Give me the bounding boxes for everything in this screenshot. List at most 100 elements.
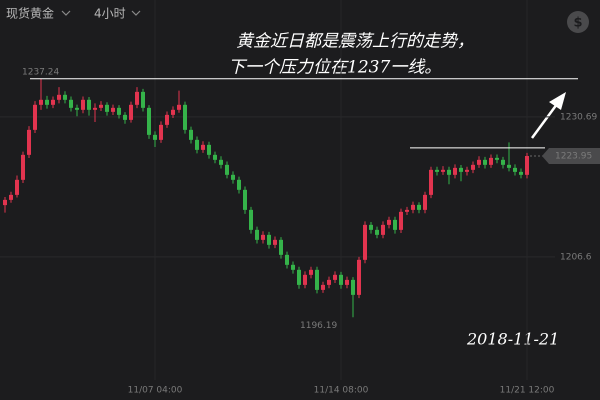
candle-body	[183, 104, 187, 130]
candle-body	[243, 189, 247, 210]
period[interactable]: 4小时	[94, 7, 126, 21]
candle-body	[39, 99, 43, 105]
candle-body	[171, 109, 175, 115]
candle-body	[387, 219, 391, 225]
candle-body	[369, 224, 373, 230]
candle-body	[429, 169, 433, 195]
candle-body	[297, 269, 301, 285]
symbol[interactable]: 现货黄金	[6, 6, 54, 21]
period-chevron[interactable]	[131, 10, 141, 16]
candle-body	[207, 144, 211, 155]
candle-body	[399, 211, 403, 230]
currency-symbol[interactable]: $	[573, 16, 582, 31]
candle-body	[189, 129, 193, 140]
min-label: 1196.19	[300, 321, 337, 331]
candle-body	[249, 209, 253, 230]
candle-body	[69, 99, 73, 108]
candle-body	[309, 269, 313, 275]
candle-body	[129, 104, 133, 120]
candle-body	[177, 104, 181, 110]
candle-body	[345, 279, 349, 285]
candle-body	[15, 179, 19, 195]
candle-body	[381, 224, 385, 235]
candle-body	[483, 159, 487, 165]
candle-body	[279, 239, 283, 255]
candle-body	[375, 229, 379, 235]
candle-body	[159, 124, 163, 140]
arrow	[530, 92, 566, 139]
candle-body	[63, 94, 67, 100]
candle-body	[75, 107, 79, 110]
candle-body	[465, 169, 469, 172]
candle-body	[123, 114, 127, 120]
candle-body	[81, 99, 85, 110]
y-tick-label: 1230.69	[560, 112, 597, 122]
candle-body	[255, 229, 259, 240]
candle-body	[519, 171, 523, 175]
candle-body	[285, 254, 289, 265]
candle-body	[405, 209, 409, 212]
candle-body	[417, 204, 421, 210]
candle-body	[303, 274, 307, 285]
candle-body	[411, 204, 415, 210]
candle-body	[93, 107, 97, 110]
candle-body	[321, 284, 325, 290]
candle-body	[165, 114, 169, 125]
candle-body	[333, 274, 337, 280]
candle-body	[219, 159, 223, 165]
candle-body	[471, 164, 475, 170]
candle-body	[339, 274, 343, 285]
y-tick-label: 1206.6	[560, 252, 592, 262]
date-annotation: 2018-11-21	[466, 330, 559, 349]
candle-body	[33, 104, 37, 130]
candle-body	[507, 164, 511, 168]
candle-body	[315, 269, 319, 290]
x-tick-label: 11/21 12:00	[500, 386, 555, 396]
candle-body	[459, 167, 463, 172]
candle-body	[105, 104, 109, 112]
candle-body	[3, 199, 7, 206]
candle-body	[447, 169, 451, 175]
last-price-tag	[542, 148, 600, 165]
candle-body	[111, 107, 115, 112]
candle-body	[135, 91, 139, 105]
candle-body	[237, 179, 241, 190]
candle-body	[525, 156, 529, 175]
candle-body	[147, 107, 151, 135]
candle-body	[195, 139, 199, 150]
candle-body	[231, 174, 235, 180]
candle-body	[57, 94, 61, 100]
candle-body	[393, 219, 397, 230]
candle-body	[363, 224, 367, 260]
candle-body	[435, 169, 439, 172]
candle-body	[477, 159, 481, 165]
candle-body	[273, 239, 277, 245]
candle-body	[261, 234, 265, 240]
candle-body	[51, 99, 55, 105]
candle-body	[225, 164, 229, 175]
candle-body	[441, 169, 445, 172]
candle-body	[45, 99, 49, 105]
candle-body	[87, 99, 91, 110]
candle-body	[267, 234, 271, 245]
symbol-chevron[interactable]	[61, 10, 71, 16]
candle-body	[453, 167, 457, 175]
currency-button[interactable]	[567, 11, 589, 33]
candle-body	[423, 194, 427, 210]
candle-body	[489, 157, 493, 165]
candle-body	[357, 259, 361, 295]
candle-body	[327, 279, 331, 285]
candle-body	[9, 194, 13, 200]
x-tick-label: 11/14 08:00	[314, 386, 369, 396]
candle-body	[501, 159, 505, 165]
candle-body	[495, 157, 499, 160]
candle-body	[117, 107, 121, 115]
candle-body	[291, 264, 295, 270]
candle-body	[21, 154, 25, 180]
candle-body	[201, 144, 205, 150]
candle-body	[141, 91, 145, 108]
last-price-label: 1223.95	[555, 152, 592, 162]
